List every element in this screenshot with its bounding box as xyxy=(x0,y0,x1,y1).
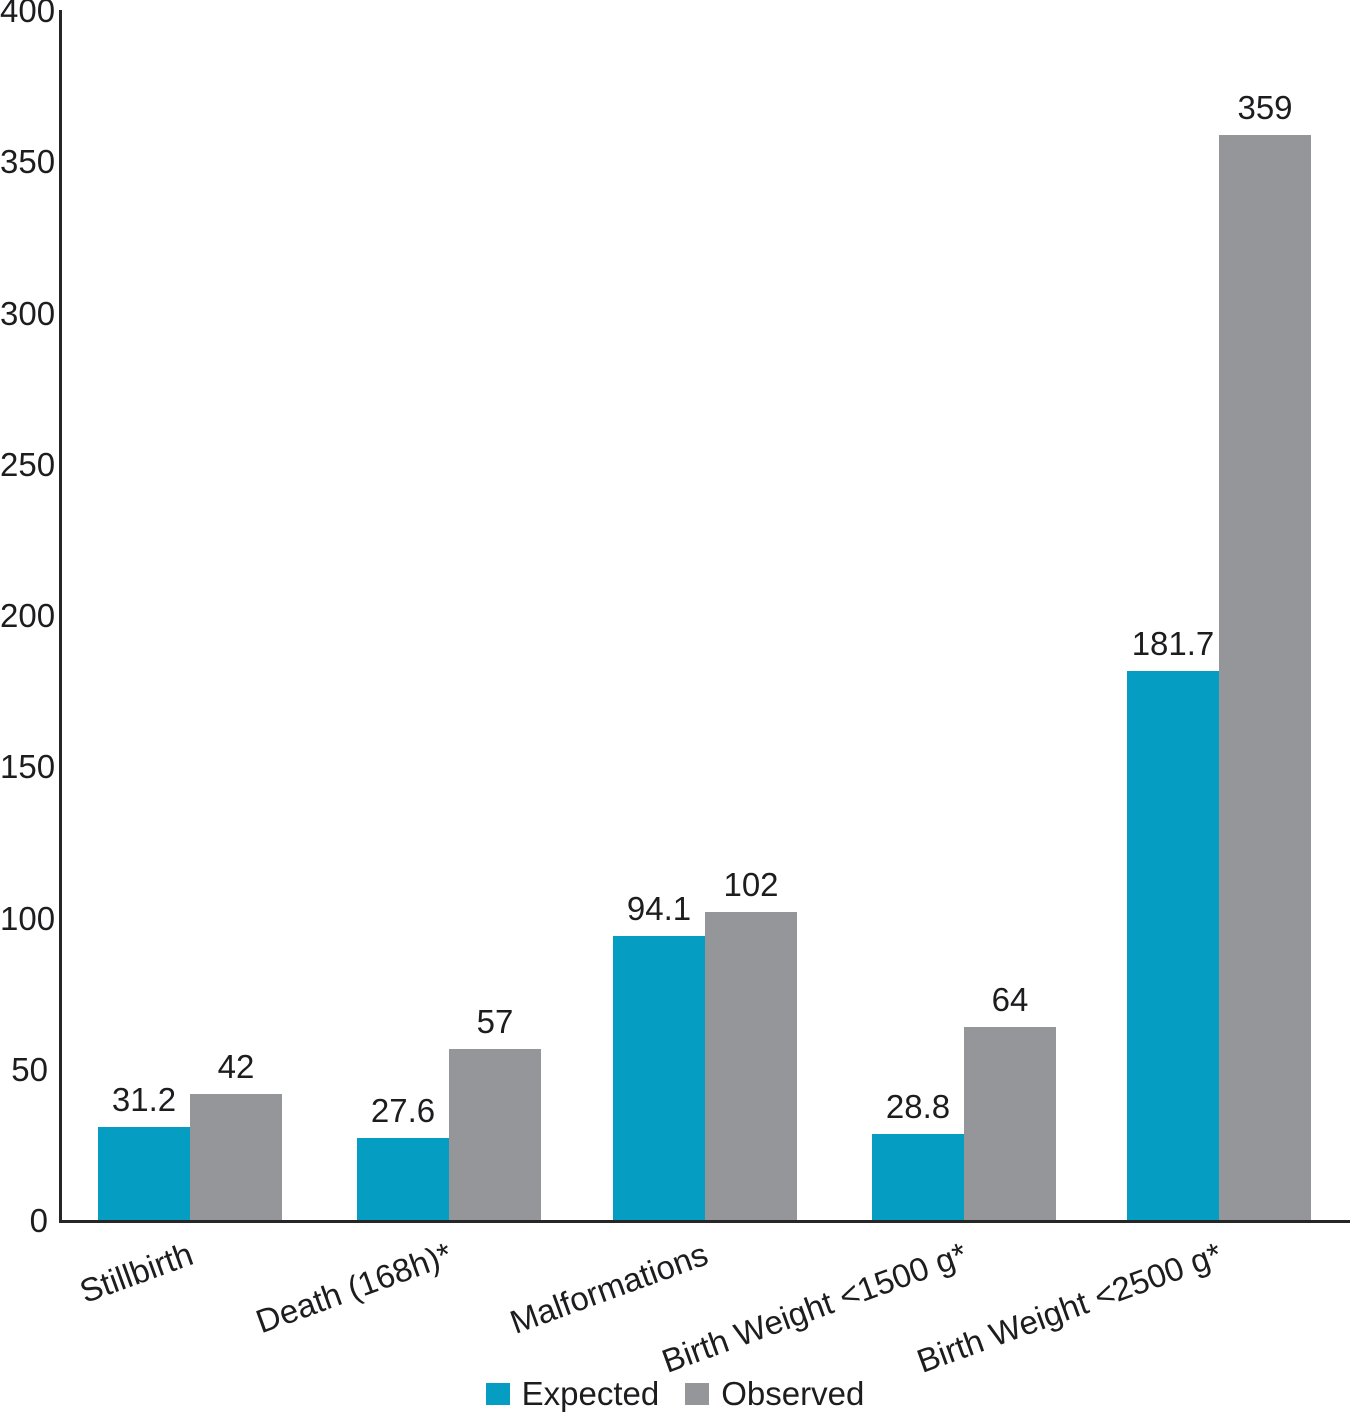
value-label-observed-2: 57 xyxy=(476,1002,514,1040)
y-tick-label-50: 50 xyxy=(11,1050,48,1088)
legend-label-observed: Observed xyxy=(721,1375,865,1412)
y-tick-label-0: 0 xyxy=(29,1202,48,1239)
bar-observed-4 xyxy=(964,1027,1056,1221)
x-tick-label-2: Death (168h)* xyxy=(250,1235,457,1341)
value-label-observed-3: 102 xyxy=(723,866,779,904)
legend-swatch-expected-icon xyxy=(485,1383,510,1405)
value-label-observed-5: 359 xyxy=(1237,89,1293,127)
y-axis-line xyxy=(59,10,62,1223)
y-tick-label-250: 250 xyxy=(0,445,56,483)
y-tick-label-350: 350 xyxy=(0,143,56,181)
bar-expected-2 xyxy=(357,1137,449,1221)
bar-observed-1 xyxy=(190,1093,282,1221)
legend-item-observed: Observed xyxy=(685,1376,864,1412)
bar-expected-5 xyxy=(1127,671,1219,1221)
legend-swatch-observed-icon xyxy=(685,1383,710,1405)
value-label-expected-3: 94.1 xyxy=(626,890,692,928)
x-axis-line xyxy=(59,1220,1350,1223)
legend: Expected Observed xyxy=(0,1376,1350,1412)
y-tick-label-200: 200 xyxy=(0,597,56,634)
value-label-expected-1: 31.2 xyxy=(111,1080,177,1118)
y-tick-label-100: 100 xyxy=(0,899,56,937)
bar-expected-4 xyxy=(872,1133,964,1221)
bar-expected-3 xyxy=(613,936,705,1221)
bar-observed-5 xyxy=(1219,135,1311,1221)
y-tick-label-150: 150 xyxy=(0,748,56,786)
x-tick-label-3: Malformations xyxy=(504,1235,713,1341)
x-tick-label-1: Stillbirth xyxy=(74,1235,198,1310)
legend-item-expected: Expected xyxy=(485,1375,660,1412)
bar-observed-2 xyxy=(449,1048,541,1221)
value-label-expected-5: 181.7 xyxy=(1131,625,1215,663)
y-tick-label-300: 300 xyxy=(0,294,56,332)
legend-label-expected: Expected xyxy=(521,1375,660,1412)
value-label-observed-4: 64 xyxy=(991,981,1029,1019)
value-label-expected-2: 27.6 xyxy=(370,1091,436,1129)
bar-expected-1 xyxy=(98,1126,190,1221)
y-tick-label-400: 400 xyxy=(0,0,56,29)
value-label-observed-1: 42 xyxy=(217,1047,255,1085)
value-label-expected-4: 28.8 xyxy=(885,1087,951,1125)
bar-observed-3 xyxy=(705,912,797,1221)
